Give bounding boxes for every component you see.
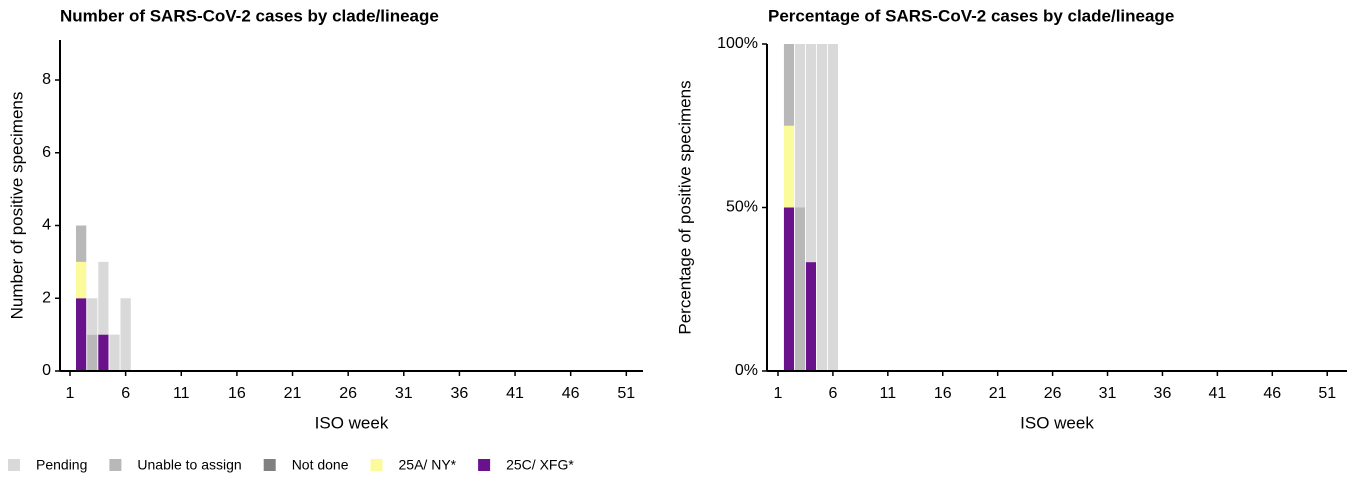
x-tick-label: 26 bbox=[339, 385, 357, 402]
y-tick-label: 100% bbox=[717, 35, 758, 52]
bar-segment bbox=[76, 261, 87, 299]
y-tick-label: 50% bbox=[726, 199, 758, 216]
bar-segment bbox=[120, 298, 131, 371]
x-tick-label: 31 bbox=[1099, 385, 1117, 402]
x-tick-label: 41 bbox=[1208, 385, 1226, 402]
x-tick-label: 46 bbox=[1263, 385, 1281, 402]
bar-segment bbox=[794, 207, 806, 371]
bar-segment bbox=[76, 225, 87, 262]
bar-segment bbox=[783, 125, 795, 208]
x-tick-label: 6 bbox=[121, 385, 130, 402]
x-tick-label: 21 bbox=[284, 385, 302, 402]
y-tick-label: 0 bbox=[42, 362, 51, 379]
bar-segment bbox=[805, 44, 816, 263]
x-tick-label: 26 bbox=[1044, 385, 1062, 402]
x-axis-title: ISO week bbox=[1020, 413, 1094, 432]
legend-swatch bbox=[370, 459, 383, 471]
legend-label: Unable to assign bbox=[137, 457, 241, 473]
x-tick-label: 16 bbox=[228, 385, 246, 402]
x-tick-label: 41 bbox=[506, 385, 524, 402]
y-tick-label: 4 bbox=[42, 217, 51, 234]
bar-segment bbox=[109, 334, 120, 371]
bar-segment bbox=[794, 44, 806, 208]
bar-segment bbox=[87, 298, 98, 335]
legend-label: Not done bbox=[292, 457, 349, 473]
legend-swatch bbox=[478, 459, 491, 471]
bar-segment bbox=[816, 44, 827, 371]
x-tick-label: 16 bbox=[934, 385, 952, 402]
x-tick-label: 11 bbox=[880, 385, 897, 402]
y-tick-label: 0% bbox=[735, 362, 758, 379]
chart-title: Percentage of SARS-CoV-2 cases by clade/… bbox=[768, 6, 1174, 25]
legend-swatch bbox=[109, 459, 122, 471]
bar-segment bbox=[783, 44, 795, 126]
x-tick-label: 31 bbox=[395, 385, 413, 402]
x-tick-label: 36 bbox=[451, 385, 469, 402]
x-tick-label: 11 bbox=[173, 385, 190, 402]
legend-label: Pending bbox=[36, 457, 87, 473]
x-tick-label: 51 bbox=[617, 385, 635, 402]
y-tick-label: 2 bbox=[42, 289, 51, 306]
bar-segment bbox=[87, 334, 98, 371]
legend-label: 25C/ XFG* bbox=[506, 457, 574, 473]
x-tick-label: 46 bbox=[562, 385, 580, 402]
x-tick-label: 36 bbox=[1154, 385, 1172, 402]
y-axis-title: Percentage of positive specimens bbox=[675, 80, 694, 334]
bar-segment bbox=[76, 298, 87, 371]
x-tick-label: 1 bbox=[774, 385, 783, 402]
y-tick-label: 8 bbox=[42, 71, 51, 88]
y-tick-label: 6 bbox=[42, 144, 51, 161]
x-tick-label: 51 bbox=[1318, 385, 1336, 402]
legend-label: 25A/ NY* bbox=[399, 457, 457, 473]
legend-swatch bbox=[263, 459, 276, 471]
bar-segment bbox=[98, 334, 109, 371]
x-tick-label: 21 bbox=[989, 385, 1007, 402]
y-axis-title: Number of positive specimens bbox=[7, 92, 26, 320]
chart-title: Number of SARS-CoV-2 cases by clade/line… bbox=[60, 6, 439, 25]
legend-swatch bbox=[8, 459, 20, 471]
bar-segment bbox=[783, 207, 795, 371]
bar-segment bbox=[805, 262, 816, 371]
x-tick-label: 1 bbox=[66, 385, 75, 402]
x-axis-title: ISO week bbox=[315, 413, 389, 432]
bar-segment bbox=[827, 44, 838, 371]
x-tick-label: 6 bbox=[828, 385, 837, 402]
bar-segment bbox=[98, 261, 109, 335]
